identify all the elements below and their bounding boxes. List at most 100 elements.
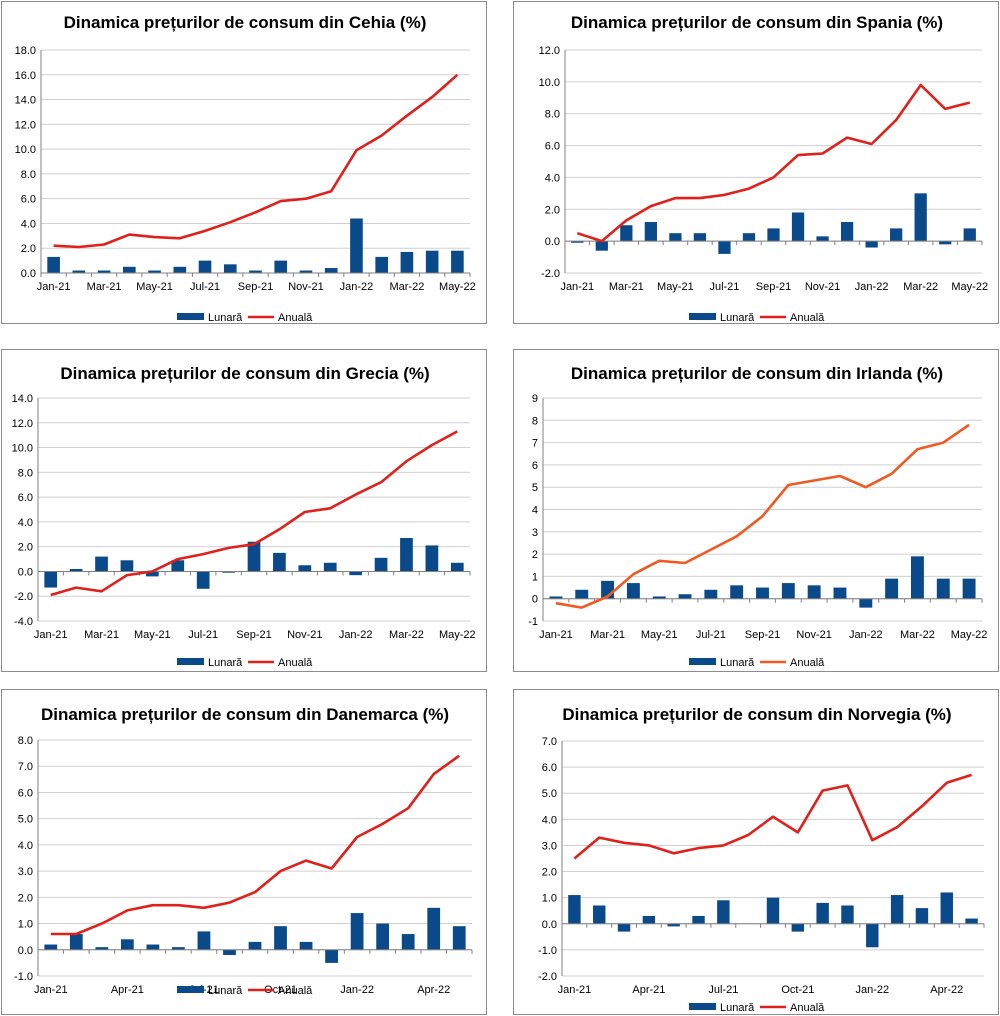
y-tick-label: 7	[532, 438, 538, 450]
bar	[374, 557, 388, 572]
y-tick-label: 14.0	[15, 95, 36, 107]
y-tick-label: 12.0	[15, 119, 36, 131]
y-tick-label: 5.0	[542, 788, 557, 800]
y-tick-label: 9	[532, 393, 538, 405]
bar	[248, 941, 262, 950]
bar	[620, 225, 633, 242]
chart-svg-spania: Dinamica prețurilor de consum din Spania…	[539, 13, 989, 324]
y-tick-label: 10.0	[12, 443, 33, 455]
x-tick-label: Jul-21	[709, 281, 739, 293]
y-tick-label: 0.0	[542, 919, 557, 931]
y-tick-label: 7.0	[542, 736, 557, 748]
bar	[97, 270, 111, 273]
y-tick-label: -2.0	[14, 591, 33, 603]
legend-swatch-lunara	[177, 658, 204, 665]
y-tick-label: 0.0	[21, 268, 36, 280]
series-line-anuala	[576, 83, 971, 243]
chart-title: Dinamica prețurilor de consum din Norveg…	[562, 705, 951, 724]
x-tick-label: Mar-22	[903, 281, 938, 293]
y-tick-label: 4.0	[18, 517, 33, 529]
bar	[939, 241, 952, 245]
chart-svg-irlanda: Dinamica prețurilor de consum din Irland…	[528, 364, 987, 669]
x-tick-label: Apr-22	[417, 984, 450, 996]
y-tick-label: 3.0	[542, 840, 557, 852]
bar	[890, 228, 903, 242]
x-tick-label: Apr-21	[111, 984, 144, 996]
chart-title: Dinamica prețurilor de consum din Danema…	[41, 705, 449, 724]
bar	[791, 923, 805, 932]
bar	[940, 892, 953, 924]
bar	[742, 233, 756, 242]
x-tick-label: May-22	[951, 281, 988, 293]
x-tick-label: Jan-22	[855, 281, 889, 293]
bar	[791, 212, 805, 242]
legend-label-lunara: Lunară	[720, 657, 755, 669]
bar	[617, 923, 631, 932]
bar	[885, 578, 899, 599]
bar	[72, 270, 86, 273]
x-tick-label: Oct-21	[264, 984, 297, 996]
bar	[69, 568, 83, 572]
chart-svg-danemarca: Dinamica prețurilor de consum din Danema…	[14, 705, 473, 997]
bar	[678, 594, 692, 599]
legend-label-anuala: Anuală	[790, 1002, 825, 1014]
chart-title: Dinamica prețurilor de consum din Cehia …	[64, 13, 427, 32]
x-tick-label: Sep-21	[238, 281, 273, 293]
bar	[704, 589, 718, 599]
y-tick-label: 8.0	[18, 467, 33, 479]
bar	[756, 587, 769, 599]
x-tick-label: Mar-21	[84, 629, 119, 641]
y-tick-label: 10.0	[539, 77, 560, 89]
y-tick-label: 1	[532, 571, 538, 583]
bar	[120, 560, 134, 572]
bar	[123, 266, 136, 273]
bar	[450, 562, 464, 572]
bar	[120, 939, 134, 950]
y-tick-label: 2.0	[545, 204, 560, 216]
bar	[767, 228, 780, 242]
x-tick-label: May-22	[439, 629, 476, 641]
bar	[198, 260, 212, 273]
chart-panel-spania: Dinamica prețurilor de consum din Spania…	[513, 1, 999, 324]
chart-panel-norvegia: Dinamica prețurilor de consum din Norveg…	[513, 689, 999, 1015]
bar	[349, 571, 362, 576]
y-tick-label: 8.0	[545, 109, 560, 121]
chart-panel-danemarca: Dinamica prețurilor de consum din Danema…	[1, 689, 487, 1015]
bar	[730, 585, 744, 599]
x-tick-label: Jul-21	[190, 281, 220, 293]
legend-label-anuala: Anuală	[790, 312, 825, 324]
chart-panel-cehia: Dinamica prețurilor de consum din Cehia …	[1, 1, 487, 324]
x-tick-label: Nov-21	[288, 281, 323, 293]
y-tick-label: -1	[528, 616, 538, 628]
chart-title: Dinamica prețurilor de consum din Grecia…	[60, 364, 429, 383]
y-tick-label: 6	[532, 460, 538, 472]
chart-panel-irlanda: Dinamica prețurilor de consum din Irland…	[513, 349, 999, 672]
bar	[781, 583, 795, 599]
legend-swatch-lunara	[177, 313, 204, 320]
legend-label-anuala: Anuală	[790, 657, 825, 669]
y-tick-label: -2.0	[538, 971, 557, 983]
x-tick-label: May-22	[439, 281, 476, 293]
bar	[965, 918, 978, 924]
y-tick-label: 2.0	[21, 243, 36, 255]
bar	[350, 913, 364, 950]
y-tick-label: 4.0	[21, 218, 36, 230]
y-tick-label: 4.0	[18, 840, 33, 852]
bar	[816, 902, 829, 924]
x-tick-label: May-21	[657, 281, 694, 293]
legend-label-anuala: Anuală	[278, 657, 313, 669]
bar	[95, 947, 109, 950]
bar	[644, 222, 657, 242]
y-tick-label: 5.0	[18, 814, 33, 826]
bar	[47, 256, 60, 273]
bar	[766, 897, 780, 924]
y-tick-label: 1.0	[542, 893, 557, 905]
bar	[146, 571, 159, 577]
x-tick-label: Jan-22	[855, 984, 889, 996]
bar	[323, 562, 337, 572]
x-tick-label: Sep-21	[236, 629, 271, 641]
y-tick-label: 3.0	[18, 866, 33, 878]
x-tick-label: Nov-21	[287, 629, 322, 641]
legend-label-lunara: Lunară	[720, 1002, 755, 1014]
bar	[247, 541, 261, 572]
